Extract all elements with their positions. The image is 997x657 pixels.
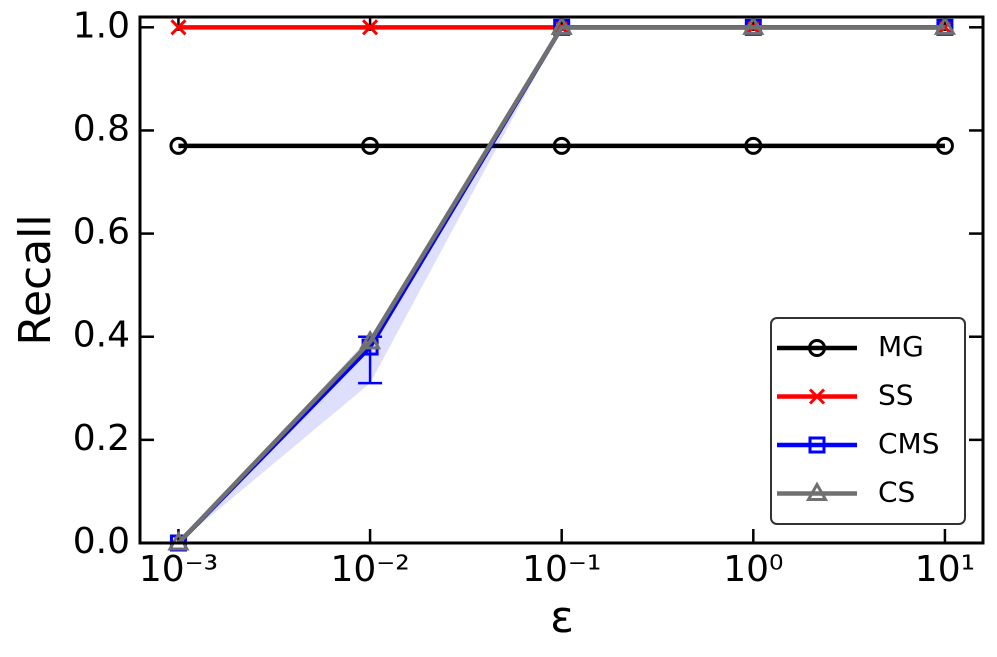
legend-marker — [808, 388, 826, 405]
y-tick-label: 0.2 — [73, 418, 130, 459]
legend-marker — [808, 339, 826, 357]
legend-label: CMS — [878, 427, 939, 460]
x-tick-label: 10¹ — [915, 549, 975, 590]
data-point — [935, 136, 954, 155]
data-point — [358, 329, 382, 350]
y-tick-label: 1.0 — [73, 5, 130, 46]
legend-box — [770, 317, 966, 525]
legend-label: MG — [878, 330, 924, 363]
data-point — [933, 15, 957, 35]
y-tick-label: 0.8 — [73, 108, 130, 149]
data-point — [169, 136, 188, 155]
data-point — [744, 136, 763, 155]
legend-marker — [805, 481, 829, 501]
data-point — [552, 136, 571, 155]
data-point — [361, 136, 380, 155]
y-tick-label: 0.6 — [73, 212, 130, 253]
legend-marker — [808, 436, 826, 454]
x-axis-label: ε — [550, 592, 574, 643]
legend-label: SS — [878, 379, 914, 412]
data-point — [550, 15, 573, 35]
x-tick-label: 10⁻² — [330, 549, 409, 590]
legend-label: CS — [878, 476, 915, 509]
data-point — [362, 19, 379, 36]
x-tick-label: 10⁰ — [723, 549, 783, 590]
data-point — [170, 19, 187, 36]
y-tick-label: 0.0 — [73, 521, 130, 562]
plot-frame — [138, 15, 985, 545]
x-tick-label: 10⁻¹ — [522, 549, 601, 590]
data-point — [742, 15, 765, 35]
y-axis-label: Recall — [10, 214, 61, 345]
x-tick-label: 10⁻³ — [139, 549, 218, 590]
series-line — [176, 25, 945, 545]
y-tick-label: 0.4 — [73, 315, 130, 356]
